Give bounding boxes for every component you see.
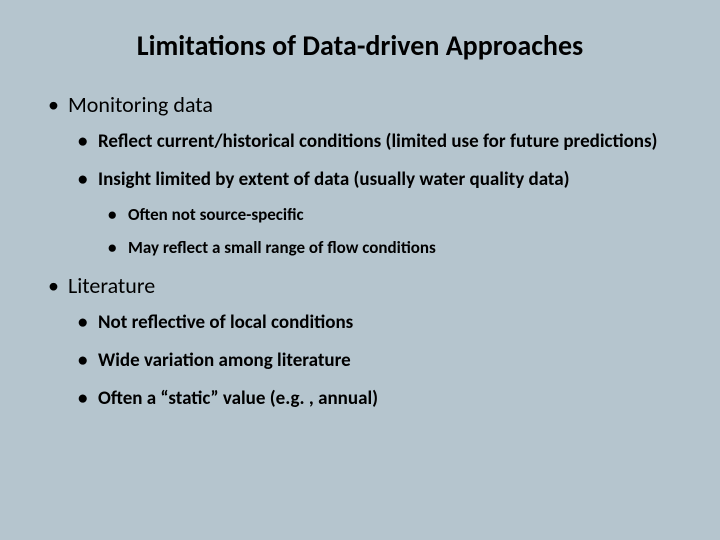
bullet-not-source-specific: Often not source-specific [98, 204, 680, 225]
bullet-list-level3: Often not source-specific May reflect a … [98, 204, 680, 259]
bullet-local-conditions: Not reflective of local conditions [68, 311, 680, 335]
bullet-label: Wide variation among literature [98, 349, 351, 372]
bullet-literature: Literature Not reflective of local condi… [40, 272, 680, 410]
bullet-label: Not reflective of local conditions [98, 311, 353, 334]
bullet-wide-variation: Wide variation among literature [68, 349, 680, 373]
bullet-label: May reflect a small range of flow condit… [128, 237, 436, 258]
bullet-list-level2: Reflect current/historical conditions (l… [68, 130, 680, 258]
bullet-list-level2: Not reflective of local conditions Wide … [68, 311, 680, 410]
bullet-label: Insight limited by extent of data (usual… [98, 168, 570, 191]
bullet-static-value: Often a “static” value (e.g. , annual) [68, 387, 680, 411]
bullet-reflect-conditions: Reflect current/historical conditions (l… [68, 130, 680, 154]
bullet-monitoring-data: Monitoring data Reflect current/historic… [40, 91, 680, 258]
bullet-label: Often not source-specific [128, 204, 304, 225]
bullet-label: Literature [68, 272, 155, 299]
bullet-flow-conditions: May reflect a small range of flow condit… [98, 237, 680, 258]
bullet-list-level1: Monitoring data Reflect current/historic… [40, 91, 680, 410]
bullet-label: Reflect current/historical conditions (l… [98, 130, 657, 153]
slide-title: Limitations of Data-driven Approaches [40, 28, 680, 63]
bullet-label: Often a “static” value (e.g. , annual) [98, 387, 378, 410]
bullet-label: Monitoring data [68, 91, 213, 118]
bullet-insight-limited: Insight limited by extent of data (usual… [68, 168, 680, 258]
